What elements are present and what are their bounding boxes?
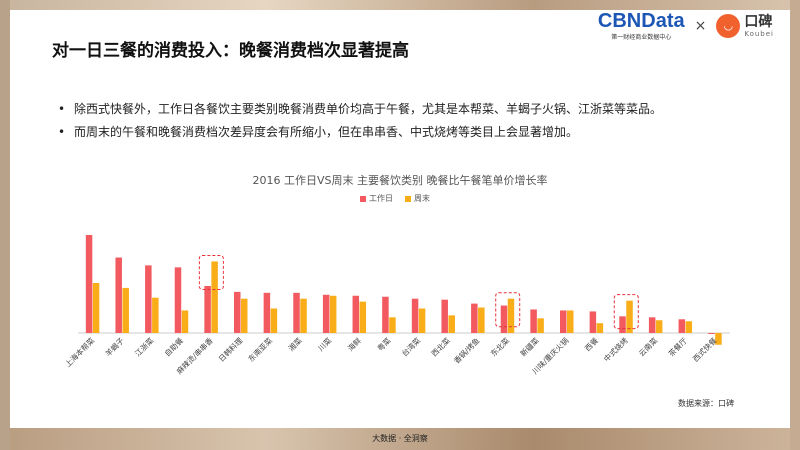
x-tick-label: 东北菜 bbox=[488, 335, 511, 358]
bar-weekday bbox=[619, 316, 626, 333]
bar-weekday bbox=[530, 309, 537, 333]
bullet-item: 而周末的午餐和晚餐消费档次差异度会有所缩小，但在串串香、中式烧烤等类目上会显著增… bbox=[58, 121, 662, 144]
bar-weekend bbox=[567, 310, 574, 333]
bar-weekday bbox=[263, 292, 271, 333]
bar-weekday bbox=[500, 305, 508, 333]
bar-weekday bbox=[441, 299, 448, 333]
bar-weekday bbox=[145, 265, 152, 333]
x-tick-label: 上海本帮菜 bbox=[63, 335, 97, 369]
bar-weekend bbox=[537, 318, 544, 333]
footer-slogan: 大数据 · 全洞察 bbox=[372, 434, 428, 443]
x-tick-label: 湘菜 bbox=[286, 335, 304, 353]
bar-weekend bbox=[389, 317, 396, 333]
x-tick-label: 海鲜 bbox=[345, 335, 363, 353]
bar-weekday bbox=[322, 294, 330, 333]
chart-legend: 工作日 周末 bbox=[360, 193, 430, 204]
bar-weekend bbox=[478, 307, 485, 333]
bar-weekend bbox=[418, 308, 426, 333]
bar-weekend bbox=[181, 310, 189, 333]
bar-weekend bbox=[685, 321, 693, 333]
bar-weekend bbox=[626, 300, 633, 333]
bar-weekend bbox=[448, 315, 455, 333]
bullet-item: 除西式快餐外，工作日各餐饮主要类别晚餐消费单价均高于午餐，尤其是本帮菜、羊蝎子火… bbox=[58, 98, 662, 121]
x-tick-label: 台湾菜 bbox=[399, 335, 422, 358]
bar-weekend bbox=[122, 287, 129, 333]
koubei-logo-icon: ◡ bbox=[716, 13, 741, 38]
background-right bbox=[790, 0, 800, 450]
koubei-logo: 口碑 Koubei bbox=[744, 14, 774, 38]
bar-weekend bbox=[507, 298, 515, 333]
x-tick-label: 川菜 bbox=[316, 335, 334, 353]
bar-weekday bbox=[352, 295, 360, 333]
highlight-box bbox=[613, 294, 639, 330]
bar-weekend bbox=[270, 308, 278, 333]
bar-weekday bbox=[234, 291, 241, 333]
background-bottom bbox=[0, 428, 800, 450]
bar-weekday bbox=[115, 257, 122, 333]
x-tick-label: 西北菜 bbox=[429, 335, 452, 358]
x-tick-label: 香锅/烤鱼 bbox=[451, 335, 481, 365]
bar-weekday bbox=[589, 311, 597, 333]
x-tick-label: 西餐 bbox=[583, 336, 600, 353]
x-tick-label: 日韩料理 bbox=[216, 335, 245, 364]
x-tick-label: 西式快餐 bbox=[690, 335, 719, 364]
bar-weekday bbox=[204, 285, 211, 333]
bar-weekday bbox=[293, 292, 300, 333]
partner-separator: × bbox=[694, 17, 707, 34]
legend-swatch-weekend bbox=[405, 195, 411, 202]
x-tick-label: 茶餐厅 bbox=[666, 335, 689, 358]
bar-weekend bbox=[241, 298, 248, 333]
chart-title: 2016 工作日VS周末 主要餐饮类别 晚餐比午餐笔单价增长率 bbox=[252, 174, 548, 187]
page-title: 对一日三餐的消费投入：晚餐消费档次显著提高 bbox=[52, 41, 409, 61]
x-tick-label: 自助餐 bbox=[162, 335, 185, 358]
x-tick-label: 羊蝎子 bbox=[103, 335, 126, 358]
bar-weekend bbox=[92, 283, 100, 333]
bar-weekday bbox=[382, 296, 389, 333]
koubei-logo-en: Koubei bbox=[744, 29, 774, 38]
logo-group: CBNData 第一财经商业数据中心 × ◡ 口碑 Koubei bbox=[598, 10, 774, 41]
slide-card bbox=[10, 10, 790, 428]
legend-label-weekday: 工作日 bbox=[369, 194, 393, 203]
x-tick-label: 中式烧烤 bbox=[601, 335, 630, 364]
bar-weekday bbox=[648, 317, 656, 333]
x-tick-label: 东南亚菜 bbox=[246, 335, 275, 364]
bar-weekday bbox=[708, 333, 715, 334]
bar-weekday bbox=[411, 298, 419, 333]
cbndata-wordmark-text: CBNData bbox=[597, 10, 685, 32]
bar-weekend bbox=[655, 320, 663, 333]
x-tick-label: 江浙菜 bbox=[133, 335, 156, 358]
x-tick-label: 云南菜 bbox=[636, 335, 659, 358]
bar-weekend bbox=[715, 333, 722, 345]
background-left bbox=[0, 0, 10, 450]
bullet-list: 除西式快餐外，工作日各餐饮主要类别晚餐消费单价均高于午餐，尤其是本帮菜、羊蝎子火… bbox=[58, 98, 662, 144]
bar-weekend bbox=[596, 323, 604, 333]
bar-weekend bbox=[359, 301, 367, 333]
highlight-box bbox=[495, 292, 521, 328]
bar-weekday bbox=[85, 235, 93, 333]
bar-weekday bbox=[560, 310, 567, 333]
bar-weekend bbox=[300, 298, 307, 333]
cbndata-tagline: 第一财经商业数据中心 bbox=[611, 34, 672, 41]
koubei-logo-cn: 口碑 bbox=[744, 13, 773, 30]
bar-weekday bbox=[678, 319, 686, 333]
bar-weekday bbox=[471, 303, 478, 333]
cbndata-logo: CBNData 第一财经商业数据中心 bbox=[598, 10, 685, 41]
highlight-box bbox=[198, 254, 224, 290]
bar-weekend bbox=[152, 297, 159, 333]
data-source-note: 数据来源：口碑 bbox=[678, 399, 734, 408]
x-tick-label: 粤菜 bbox=[375, 335, 393, 353]
legend-label-weekend: 周末 bbox=[414, 194, 430, 203]
legend-item-weekend: 周末 bbox=[405, 193, 430, 204]
bar-weekday bbox=[174, 267, 182, 333]
bar-weekend bbox=[211, 261, 218, 333]
x-tick-label: 新疆菜 bbox=[518, 335, 541, 358]
cbndata-wordmark: CBNData bbox=[598, 10, 685, 32]
legend-swatch-weekday bbox=[360, 195, 366, 202]
legend-item-weekday: 工作日 bbox=[360, 193, 393, 204]
bar-weekend bbox=[329, 295, 337, 333]
